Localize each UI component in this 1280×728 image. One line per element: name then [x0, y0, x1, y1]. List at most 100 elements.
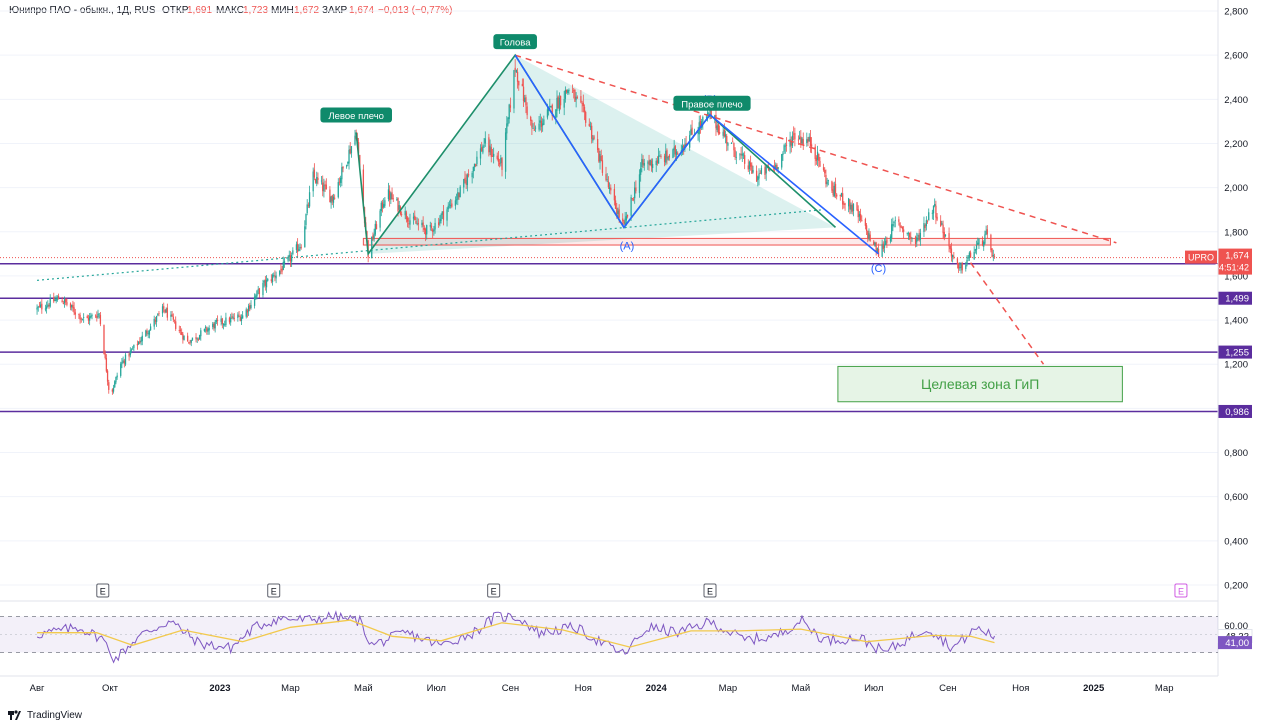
candle[interactable]: [73, 302, 75, 316]
candle[interactable]: [213, 322, 215, 331]
candle[interactable]: [306, 199, 308, 216]
candle[interactable]: [983, 240, 985, 251]
candle[interactable]: [216, 315, 219, 326]
candle[interactable]: [589, 121, 592, 131]
candle[interactable]: [78, 313, 80, 319]
candle[interactable]: [852, 203, 855, 217]
candle[interactable]: [573, 88, 575, 99]
candle[interactable]: [130, 348, 133, 354]
candle[interactable]: [289, 251, 292, 267]
candle[interactable]: [760, 165, 763, 175]
candle[interactable]: [859, 208, 862, 223]
candle[interactable]: [61, 296, 63, 303]
candle[interactable]: [666, 148, 668, 165]
candle[interactable]: [898, 216, 900, 226]
candle[interactable]: [446, 207, 448, 227]
candle[interactable]: [230, 313, 232, 326]
candle[interactable]: [574, 88, 576, 103]
candle[interactable]: [473, 163, 476, 172]
candle[interactable]: [98, 312, 100, 319]
candle[interactable]: [732, 137, 734, 143]
candle[interactable]: [993, 253, 996, 259]
candle[interactable]: [540, 116, 543, 133]
candle[interactable]: [490, 143, 492, 163]
candle[interactable]: [877, 243, 880, 258]
head-label[interactable]: Голова: [493, 34, 537, 50]
candle[interactable]: [233, 313, 235, 322]
candle[interactable]: [986, 225, 988, 239]
candle[interactable]: [263, 279, 265, 288]
candle[interactable]: [931, 209, 933, 220]
candle[interactable]: [37, 305, 39, 312]
rsi-line[interactable]: [36, 610, 995, 664]
candle[interactable]: [451, 199, 453, 209]
candle[interactable]: [809, 130, 812, 153]
candle[interactable]: [718, 125, 721, 135]
candle[interactable]: [681, 139, 684, 156]
candle[interactable]: [47, 300, 49, 308]
candle[interactable]: [237, 312, 239, 322]
candle[interactable]: [190, 339, 192, 347]
candle[interactable]: [600, 149, 602, 162]
candle[interactable]: [911, 237, 913, 242]
candle[interactable]: [148, 329, 151, 339]
candle[interactable]: [53, 292, 55, 304]
candle[interactable]: [793, 126, 795, 141]
candle[interactable]: [206, 326, 208, 335]
candle[interactable]: [934, 198, 936, 208]
candle[interactable]: [97, 309, 99, 319]
candle[interactable]: [752, 165, 754, 174]
candle[interactable]: [238, 311, 240, 317]
candle[interactable]: [96, 311, 98, 322]
candle[interactable]: [641, 153, 643, 173]
candle[interactable]: [496, 152, 498, 161]
candle[interactable]: [509, 97, 512, 113]
candle[interactable]: [94, 314, 97, 319]
candle[interactable]: [338, 177, 341, 186]
candle[interactable]: [345, 164, 348, 169]
candle[interactable]: [730, 142, 733, 144]
candle[interactable]: [883, 238, 886, 254]
candle[interactable]: [256, 289, 258, 300]
descending-trendline[interactable]: [514, 54, 1117, 244]
candle[interactable]: [893, 221, 895, 228]
candle[interactable]: [825, 169, 827, 188]
candle[interactable]: [592, 135, 594, 143]
candle[interactable]: [381, 199, 384, 213]
candle[interactable]: [374, 220, 376, 237]
candle[interactable]: [181, 328, 183, 336]
candle[interactable]: [372, 232, 374, 241]
candle[interactable]: [867, 230, 869, 243]
candle[interactable]: [563, 90, 565, 116]
candle[interactable]: [655, 158, 657, 173]
candle[interactable]: [307, 202, 310, 208]
candle[interactable]: [329, 186, 331, 203]
candle[interactable]: [464, 171, 466, 184]
candle[interactable]: [406, 216, 409, 228]
candle[interactable]: [630, 194, 632, 221]
candle[interactable]: [598, 147, 600, 163]
candle[interactable]: [424, 227, 427, 242]
candle[interactable]: [978, 238, 980, 249]
candle[interactable]: [742, 152, 745, 159]
candle[interactable]: [734, 147, 736, 161]
candle[interactable]: [433, 225, 435, 236]
candle[interactable]: [902, 226, 905, 239]
candle[interactable]: [331, 194, 333, 206]
candle[interactable]: [842, 187, 844, 210]
candle[interactable]: [108, 379, 110, 394]
candle[interactable]: [48, 303, 50, 310]
candle[interactable]: [325, 178, 327, 190]
candle[interactable]: [856, 202, 858, 212]
candle[interactable]: [672, 148, 674, 159]
candle[interactable]: [744, 151, 746, 170]
candle[interactable]: [575, 92, 577, 108]
candle[interactable]: [472, 166, 474, 179]
candle[interactable]: [475, 163, 477, 168]
candle[interactable]: [957, 262, 960, 274]
candle[interactable]: [608, 182, 611, 194]
candle[interactable]: [114, 380, 116, 388]
candle[interactable]: [941, 220, 943, 226]
candle[interactable]: [585, 110, 587, 127]
